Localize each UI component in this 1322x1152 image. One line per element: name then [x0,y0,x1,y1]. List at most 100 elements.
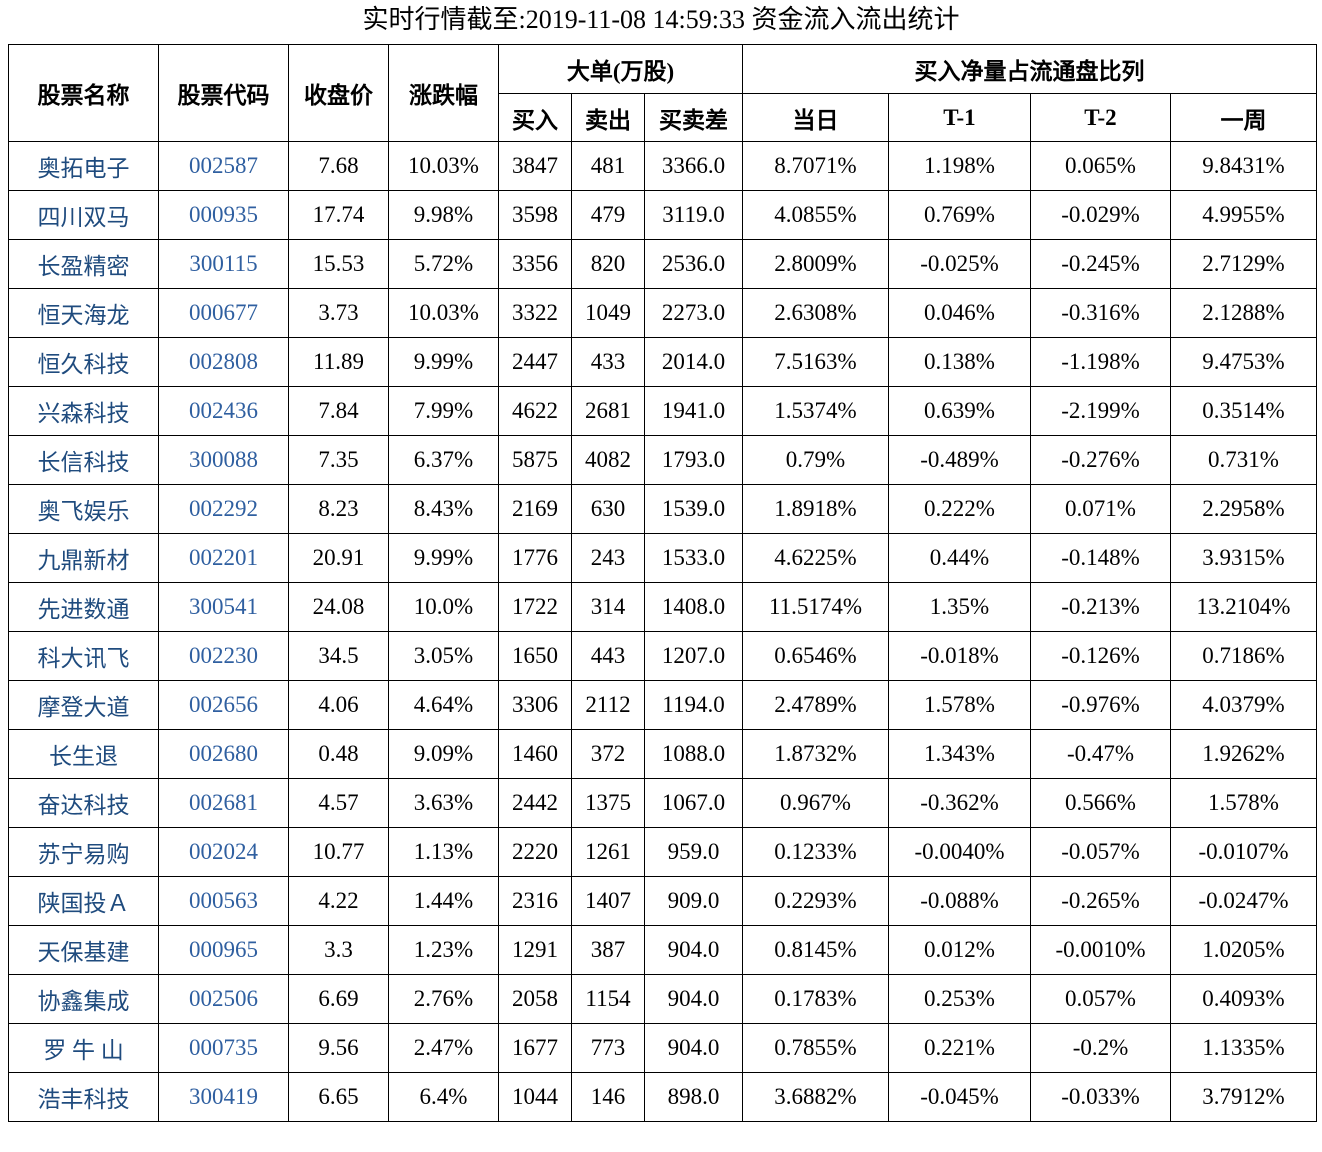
header-cell: 涨跌幅 [388,44,499,142]
stock-name: 奋达科技 [8,778,159,828]
data-cell: 17.74 [288,190,389,240]
data-cell: 4.22 [288,876,389,926]
data-cell: -0.276% [1030,435,1171,485]
data-cell: -0.033% [1030,1072,1171,1122]
data-cell: 1.5374% [742,386,889,436]
data-row: 九鼎新材 002201 20.91 9.99% 1776 243 1533.0 4.6225%… [8,533,1317,583]
data-cell: -0.148% [1030,533,1171,583]
stock-name: 陕国投Ａ [8,876,159,926]
stock-name: 科大讯飞 [8,631,159,681]
data-cell: -0.126% [1030,631,1171,681]
stock-name: 恒久科技 [8,337,159,387]
data-row: 科大讯飞 002230 34.5 3.05% 1650 443 1207.0 0.6546% -… [8,631,1317,681]
stock-code: 002808 [158,337,289,387]
data-cell: 0.79% [742,435,889,485]
data-cell: 2536.0 [644,239,743,289]
data-cell: 1941.0 [644,386,743,436]
data-cell: 10.77 [288,827,389,877]
data-cell: 1067.0 [644,778,743,828]
stock-code: 002436 [158,386,289,436]
data-cell: 2058 [498,974,572,1024]
stock-code: 300419 [158,1072,289,1122]
stock-code: 000735 [158,1023,289,1073]
data-cell: 1154 [571,974,645,1024]
data-cell: 1194.0 [644,680,743,730]
data-cell: 3.05% [388,631,499,681]
data-cell: 904.0 [644,1023,743,1073]
data-row: 奥飞娱乐 002292 8.23 8.43% 2169 630 1539.0 1.8918% 0… [8,484,1317,534]
data-cell: 2442 [498,778,572,828]
data-cell: 1533.0 [644,533,743,583]
data-cell: 2447 [498,337,572,387]
data-cell: 1.23% [388,925,499,975]
data-cell: 1.343% [888,729,1031,779]
data-cell: -0.265% [1030,876,1171,926]
data-cell: 443 [571,631,645,681]
data-cell: 5875 [498,435,572,485]
data-cell: 1408.0 [644,582,743,632]
data-cell: 959.0 [644,827,743,877]
data-cell: 2681 [571,386,645,436]
data-cell: 34.5 [288,631,389,681]
data-cell: 0.065% [1030,141,1171,191]
stock-name: 长盈精密 [8,239,159,289]
data-cell: -2.199% [1030,386,1171,436]
data-cell: 9.99% [388,533,499,583]
data-cell: 3.6882% [742,1072,889,1122]
data-cell: 1.35% [888,582,1031,632]
data-cell: 1261 [571,827,645,877]
header-cell: 当日 [742,93,889,142]
stock-name: 九鼎新材 [8,533,159,583]
data-cell: -0.0107% [1170,827,1317,877]
data-cell: 2112 [571,680,645,730]
stock-name: 奥飞娱乐 [8,484,159,534]
data-cell: 146 [571,1072,645,1122]
data-row: 兴森科技 002436 7.84 7.99% 4622 2681 1941.0 1.5374%… [8,386,1317,436]
data-cell: -0.0040% [888,827,1031,877]
data-cell: 6.4% [388,1072,499,1122]
data-cell: 9.8431% [1170,141,1317,191]
data-cell: 0.7186% [1170,631,1317,681]
stock-name: 先进数通 [8,582,159,632]
stock-code: 300541 [158,582,289,632]
data-cell: 904.0 [644,925,743,975]
data-cell: 3.9315% [1170,533,1317,583]
data-cell: 0.046% [888,288,1031,338]
data-cell: 3322 [498,288,572,338]
stock-code: 002201 [158,533,289,583]
data-cell: 7.35 [288,435,389,485]
data-cell: 1375 [571,778,645,828]
data-cell: 9.09% [388,729,499,779]
data-cell: 3306 [498,680,572,730]
data-row: 浩丰科技 300419 6.65 6.4% 1044 146 898.0 3.6882% -0.… [8,1072,1317,1122]
data-cell: 3.7912% [1170,1072,1317,1122]
title: 实时行情截至:2019-11-08 14:59:33 资金流入流出统计 [362,5,960,34]
data-cell: 11.89 [288,337,389,387]
data-cell: 13.2104% [1170,582,1317,632]
header-cell: 买入净量占流通盘比列 [742,44,1317,94]
data-row: 长生退 002680 0.48 9.09% 1460 372 1088.0 1.8732% 1.… [8,729,1317,779]
data-cell: 4.57 [288,778,389,828]
data-cell: 1207.0 [644,631,743,681]
stock-name: 苏宁易购 [8,827,159,877]
header-cell: 股票名称 [8,44,159,142]
data-cell: 4.64% [388,680,499,730]
data-cell: 1677 [498,1023,572,1073]
data-cell: 2014.0 [644,337,743,387]
data-row: 陕国投Ａ 000563 4.22 1.44% 2316 1407 909.0 0.2293% -… [8,876,1317,926]
data-cell: 1049 [571,288,645,338]
stock-name: 协鑫集成 [8,974,159,1024]
stock-code: 002656 [158,680,289,730]
data-row: 天保基建 000965 3.3 1.23% 1291 387 904.0 0.8145% 0.0… [8,925,1317,975]
data-cell: 9.56 [288,1023,389,1073]
data-cell: 20.91 [288,533,389,583]
data-cell: 0.769% [888,190,1031,240]
stock-name: 兴森科技 [8,386,159,436]
data-cell: 15.53 [288,239,389,289]
data-cell: 5.72% [388,239,499,289]
data-cell: 3119.0 [644,190,743,240]
data-cell: 1.578% [1170,778,1317,828]
data-cell: 9.98% [388,190,499,240]
data-cell: 7.84 [288,386,389,436]
